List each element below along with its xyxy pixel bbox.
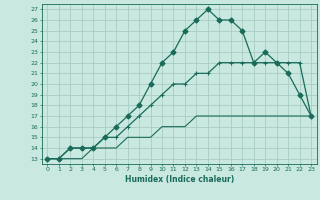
X-axis label: Humidex (Indice chaleur): Humidex (Indice chaleur) bbox=[124, 175, 234, 184]
